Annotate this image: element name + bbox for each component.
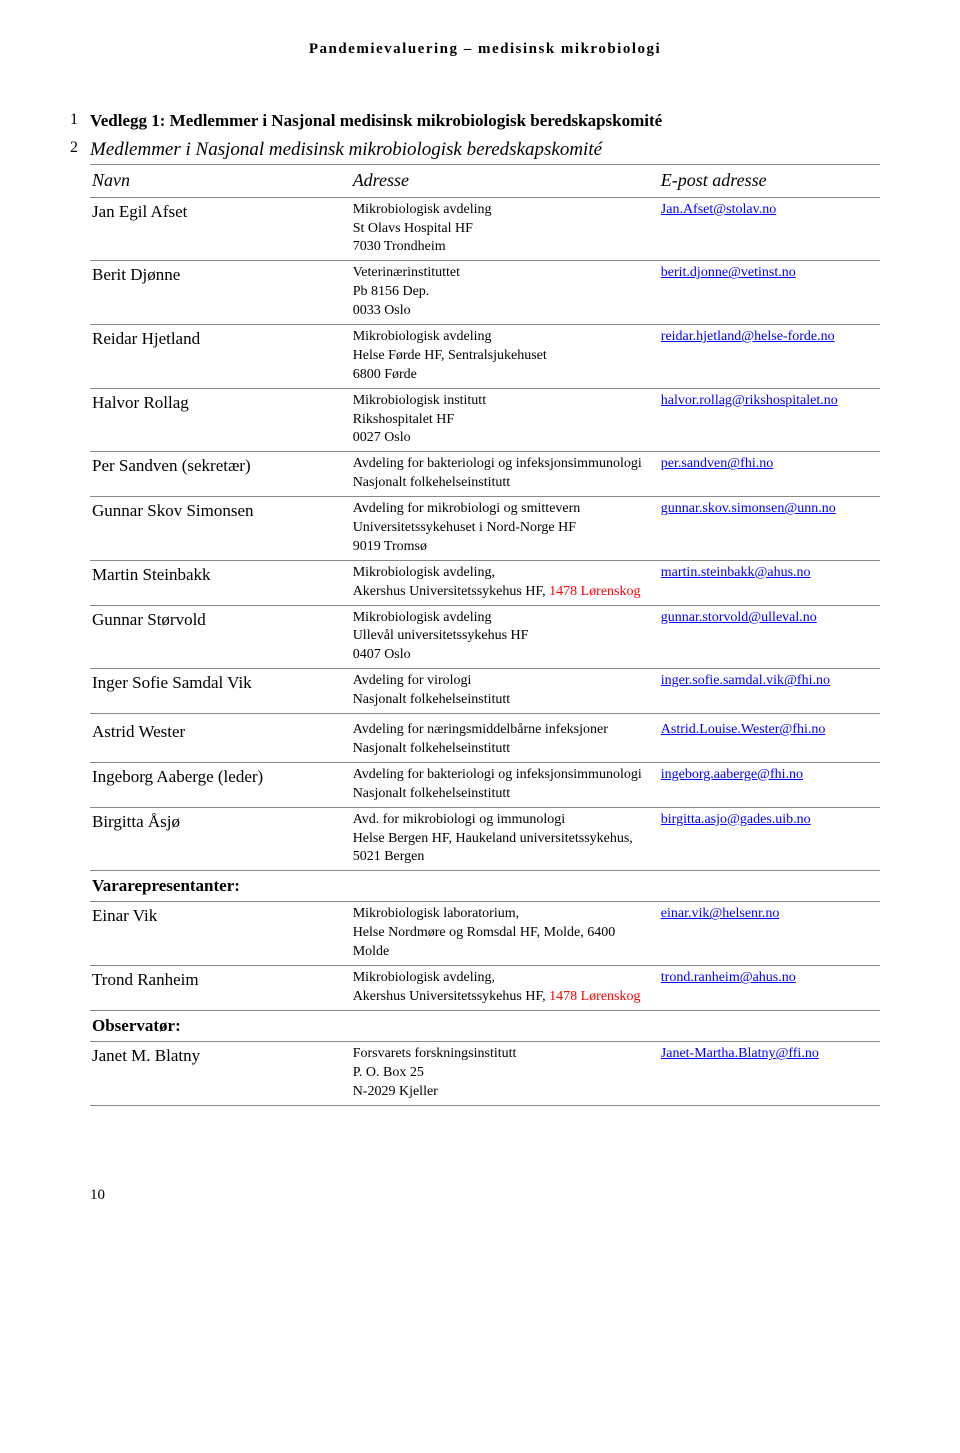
- member-email: Astrid.Louise.Wester@fhi.no: [659, 718, 880, 762]
- table-row: Berit DjønneVeterinærinstituttetPb 8156 …: [90, 261, 880, 325]
- member-address: Mikrobiologisk laboratorium,Helse Nordmø…: [351, 902, 659, 966]
- member-email: inger.sofie.samdal.vik@fhi.no: [659, 669, 880, 714]
- email-link[interactable]: halvor.rollag@rikshospitalet.no: [661, 393, 838, 408]
- member-email: gunnar.skov.simonsen@unn.no: [659, 497, 880, 561]
- line-number-1: 1: [50, 110, 78, 132]
- members-table: Navn Adresse E-post adresse Jan Egil Afs…: [90, 165, 880, 1105]
- table-row: Janet M. BlatnyForsvarets forskningsinst…: [90, 1041, 880, 1105]
- table-row: Gunnar StørvoldMikrobiologisk avdelingUl…: [90, 605, 880, 669]
- email-link[interactable]: Astrid.Louise.Wester@fhi.no: [661, 722, 826, 737]
- member-name: Halvor Rollag: [90, 388, 351, 452]
- email-link[interactable]: martin.steinbakk@ahus.no: [661, 565, 811, 580]
- col-name: Navn: [90, 165, 351, 197]
- member-address: Mikrobiologisk instituttRikshospitalet H…: [351, 388, 659, 452]
- member-name: Trond Ranheim: [90, 966, 351, 1011]
- table-row: Ingeborg Aaberge (leder)Avdeling for bak…: [90, 762, 880, 807]
- member-email: gunnar.storvold@ulleval.no: [659, 605, 880, 669]
- member-name: Reidar Hjetland: [90, 325, 351, 389]
- member-email: martin.steinbakk@ahus.no: [659, 560, 880, 605]
- member-name: Inger Sofie Samdal Vik: [90, 669, 351, 714]
- member-email: trond.ranheim@ahus.no: [659, 966, 880, 1011]
- table-row: Astrid WesterAvdeling for næringsmiddelb…: [90, 718, 880, 762]
- member-name: Gunnar Størvold: [90, 605, 351, 669]
- table-row: Reidar HjetlandMikrobiologisk avdelingHe…: [90, 325, 880, 389]
- email-link[interactable]: ingeborg.aaberge@fhi.no: [661, 767, 803, 782]
- table-row: Per Sandven (sekretær)Avdeling for bakte…: [90, 452, 880, 497]
- member-email: einar.vik@helsenr.no: [659, 902, 880, 966]
- email-link[interactable]: inger.sofie.samdal.vik@fhi.no: [661, 673, 830, 688]
- table-row: Birgitta ÅsjøAvd. for mikrobiologi og im…: [90, 807, 880, 871]
- email-link[interactable]: gunnar.skov.simonsen@unn.no: [661, 501, 836, 516]
- member-name: Janet M. Blatny: [90, 1041, 351, 1105]
- member-address: Mikrobiologisk avdeling,Akershus Univers…: [351, 560, 659, 605]
- member-email: ingeborg.aaberge@fhi.no: [659, 762, 880, 807]
- col-address: Adresse: [351, 165, 659, 197]
- email-link[interactable]: birgitta.asjo@gades.uib.no: [661, 812, 811, 827]
- table-row: Jan Egil AfsetMikrobiologisk avdelingSt …: [90, 197, 880, 261]
- table-row: Inger Sofie Samdal VikAvdeling for virol…: [90, 669, 880, 714]
- member-address: Mikrobiologisk avdeling,Akershus Univers…: [351, 966, 659, 1011]
- subheader-label: Observatør:: [90, 1010, 351, 1041]
- member-name: Gunnar Skov Simonsen: [90, 497, 351, 561]
- member-address: Mikrobiologisk avdelingHelse Førde HF, S…: [351, 325, 659, 389]
- member-address: Avdeling for virologiNasjonalt folkehels…: [351, 669, 659, 714]
- member-name: Einar Vik: [90, 902, 351, 966]
- table-row: Martin SteinbakkMikrobiologisk avdeling,…: [90, 560, 880, 605]
- member-email: birgitta.asjo@gades.uib.no: [659, 807, 880, 871]
- email-link[interactable]: Jan.Afset@stolav.no: [661, 202, 776, 217]
- member-name: Birgitta Åsjø: [90, 807, 351, 871]
- attachment-title: Vedlegg 1: Medlemmer i Nasjonal medisins…: [90, 110, 662, 132]
- email-link[interactable]: trond.ranheim@ahus.no: [661, 970, 796, 985]
- member-address: Mikrobiologisk avdelingSt Olavs Hospital…: [351, 197, 659, 261]
- section-title: Medlemmer i Nasjonal medisinsk mikrobiol…: [90, 138, 880, 166]
- member-email: berit.djonne@vetinst.no: [659, 261, 880, 325]
- table-row: Gunnar Skov SimonsenAvdeling for mikrobi…: [90, 497, 880, 561]
- subheader-row: Vararepresentanter:: [90, 871, 880, 902]
- page-number: 10: [90, 1186, 880, 1206]
- member-email: per.sandven@fhi.no: [659, 452, 880, 497]
- page-header: Pandemievaluering – medisinsk mikrobiolo…: [90, 40, 880, 60]
- member-address: Avdeling for mikrobiologi og smittevernU…: [351, 497, 659, 561]
- member-email: Janet-Martha.Blatny@ffi.no: [659, 1041, 880, 1105]
- subheader-row: Observatør:: [90, 1010, 880, 1041]
- table-row: Trond RanheimMikrobiologisk avdeling,Ake…: [90, 966, 880, 1011]
- member-name: Jan Egil Afset: [90, 197, 351, 261]
- email-link[interactable]: gunnar.storvold@ulleval.no: [661, 610, 817, 625]
- email-link[interactable]: reidar.hjetland@helse-forde.no: [661, 329, 835, 344]
- member-email: reidar.hjetland@helse-forde.no: [659, 325, 880, 389]
- member-address: Forsvarets forskningsinstituttP. O. Box …: [351, 1041, 659, 1105]
- table-row: Einar VikMikrobiologisk laboratorium,Hel…: [90, 902, 880, 966]
- member-address: Avd. for mikrobiologi og immunologiHelse…: [351, 807, 659, 871]
- member-name: Martin Steinbakk: [90, 560, 351, 605]
- member-name: Astrid Wester: [90, 718, 351, 762]
- member-address: VeterinærinstituttetPb 8156 Dep.0033 Osl…: [351, 261, 659, 325]
- member-address: Avdeling for næringsmiddelbårne infeksjo…: [351, 718, 659, 762]
- line-number-2: 2: [50, 138, 78, 166]
- member-email: Jan.Afset@stolav.no: [659, 197, 880, 261]
- email-link[interactable]: berit.djonne@vetinst.no: [661, 265, 796, 280]
- member-name: Berit Djønne: [90, 261, 351, 325]
- email-link[interactable]: einar.vik@helsenr.no: [661, 906, 780, 921]
- member-address: Avdeling for bakteriologi og infeksjonsi…: [351, 762, 659, 807]
- member-address: Avdeling for bakteriologi og infeksjonsi…: [351, 452, 659, 497]
- member-name: Ingeborg Aaberge (leder): [90, 762, 351, 807]
- member-email: halvor.rollag@rikshospitalet.no: [659, 388, 880, 452]
- member-address: Mikrobiologisk avdelingUllevål universit…: [351, 605, 659, 669]
- subheader-label: Vararepresentanter:: [90, 871, 351, 902]
- member-name: Per Sandven (sekretær): [90, 452, 351, 497]
- table-row: Halvor RollagMikrobiologisk instituttRik…: [90, 388, 880, 452]
- email-link[interactable]: per.sandven@fhi.no: [661, 456, 773, 471]
- email-link[interactable]: Janet-Martha.Blatny@ffi.no: [661, 1046, 819, 1061]
- col-email: E-post adresse: [659, 165, 880, 197]
